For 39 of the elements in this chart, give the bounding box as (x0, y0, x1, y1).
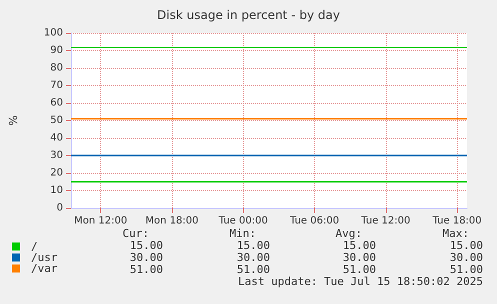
text: 15.00 (342, 239, 376, 252)
y-axis-title: % (7, 115, 20, 126)
y-tick-label: 40 (50, 132, 63, 144)
text: 15.00 (130, 239, 164, 252)
text: 30.00 (236, 251, 270, 264)
text: Max: (442, 227, 469, 240)
x-tick-label: Tue 06:00 (289, 216, 340, 226)
text: 51.00 (450, 263, 484, 276)
x-tick-label: Tue 00:00 (218, 216, 268, 226)
legend-label: / (31, 240, 38, 253)
y-tick-label: 90 (50, 45, 63, 56)
y-tick-label: 10 (50, 185, 63, 196)
chart-title: Disk usage in percent - by day (157, 8, 340, 22)
text: 30.00 (130, 251, 164, 264)
y-tick-label: 70 (50, 80, 63, 91)
text: Min: (230, 227, 256, 240)
text: 30.00 (342, 251, 376, 264)
legend-label: /var (31, 262, 58, 275)
text: Last update: Tue Jul 15 18:50:02 2025 (238, 275, 484, 288)
text: Avg: (336, 227, 362, 240)
x-tick-label: Mon 12:00 (74, 216, 128, 226)
text: Cur: (122, 227, 149, 240)
x-tick-label: Tue 18:00 (432, 216, 482, 226)
y-tick-label: 20 (50, 168, 63, 178)
text: 51.00 (342, 263, 376, 276)
text: 51.00 (130, 263, 164, 276)
text: 30.00 (450, 251, 484, 264)
text: 15.00 (236, 239, 270, 252)
text: 15.00 (450, 239, 484, 252)
y-tick-label: 100 (44, 28, 63, 38)
x-tick-label: Mon 18:00 (145, 216, 199, 226)
y-tick-label: 30 (50, 150, 63, 161)
x-tick-label: Tue 12:00 (360, 216, 410, 226)
y-tick-label: 80 (50, 62, 63, 74)
y-tick-label: 60 (50, 98, 63, 108)
legend-label: /usr (31, 251, 58, 264)
y-tick-label: 50 (50, 115, 63, 126)
text: 51.00 (236, 263, 270, 276)
y-tick-label: 0 (56, 202, 63, 214)
